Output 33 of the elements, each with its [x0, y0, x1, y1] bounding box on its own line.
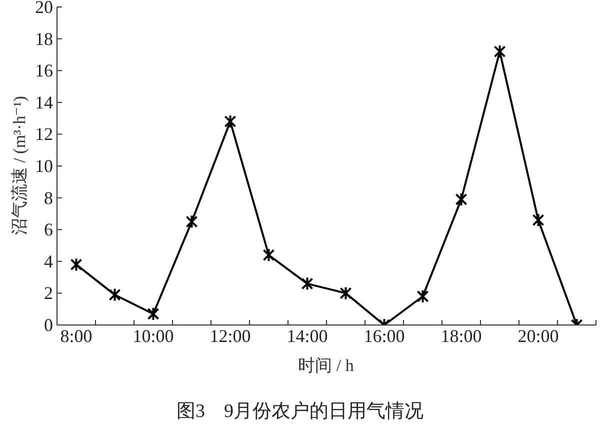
y-axis-title: 沼气流速 / (m³·h⁻¹) — [10, 95, 30, 235]
y-tick-label: 8 — [44, 188, 53, 208]
point — [416, 289, 429, 304]
y-tick-label: 10 — [35, 156, 53, 176]
y-tick-label: 18 — [35, 28, 53, 49]
point — [70, 258, 82, 272]
y-tick-label: 0 — [44, 315, 53, 335]
point — [224, 114, 236, 128]
point — [147, 306, 160, 321]
point — [455, 192, 468, 206]
y-tick-label: 16 — [35, 60, 53, 81]
x-tick-label: 8:00 — [60, 326, 92, 346]
point — [494, 44, 506, 59]
point — [340, 286, 352, 300]
x-axis-title: 时间 / h — [297, 355, 355, 377]
point — [108, 288, 121, 302]
point — [186, 214, 198, 229]
point — [532, 213, 544, 228]
x-tick-label: 18:00 — [440, 326, 482, 346]
x-tick-label: 10:00 — [132, 326, 174, 346]
y-tick-label: 4 — [44, 251, 53, 272]
x-tick-label: 12:00 — [210, 326, 251, 346]
x-tick-label: 20:00 — [518, 326, 559, 346]
y-tick-label: 20 — [35, 0, 53, 17]
point — [262, 248, 275, 262]
x-tick-label: 14:00 — [286, 326, 328, 346]
x-tick-label: 16:00 — [364, 326, 405, 346]
y-tick-label: 14 — [35, 92, 53, 112]
y-tick-label: 6 — [44, 220, 53, 240]
text: 图3 9月份农户的日用气情况 — [176, 400, 424, 424]
y-tick-label: 2 — [44, 283, 53, 304]
y-tick-label: 12 — [35, 124, 53, 144]
point — [301, 276, 314, 291]
